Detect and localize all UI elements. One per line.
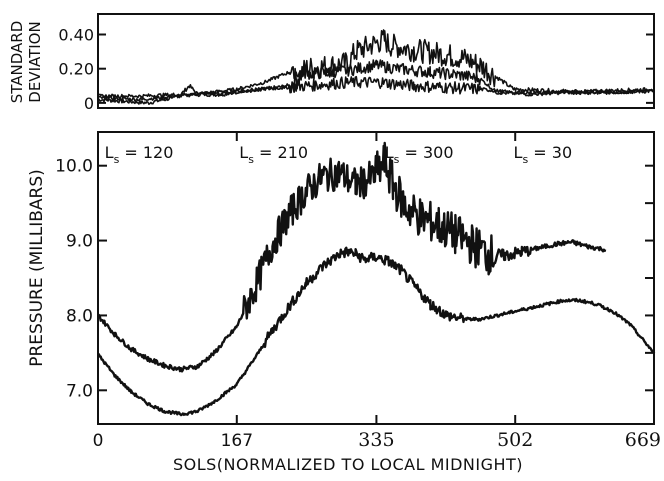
ls-annotation: Ls = 120 [105, 143, 174, 166]
pressure-series-line [97, 246, 656, 417]
pressure-x-tick-label: 167 [221, 431, 253, 451]
std-dev-ylabel-line-2: DEVIATION [26, 21, 44, 102]
ls-annotation: Ls = 30 [514, 143, 573, 166]
std-dev-plot-frame [97, 13, 655, 109]
pressure-y-ticks: 10.0 9.0 8.0 7.0 [55, 157, 654, 401]
std-dev-panel: STANDARD DEVIATION 0.40 0.20 0 [8, 13, 655, 113]
pressure-series-line [97, 141, 607, 373]
std-dev-series [97, 29, 655, 105]
pressure-x-tick-label: 502 [497, 429, 533, 451]
std-dev-y-tick-label: 0.20 [58, 60, 94, 79]
pressure-xlabel: SOLS(NORMALIZED TO LOCAL MIDNIGHT) [173, 455, 523, 474]
pressure-ylabel: PRESSURE (MILLIBARS) [27, 169, 47, 367]
pressure-x-tick-label: 669 [625, 429, 661, 451]
ls-annotation: Ls = 300 [385, 143, 454, 166]
ls-annotation: Ls = 210 [239, 143, 308, 166]
std-dev-ylabel-line-1: STANDARD [8, 21, 26, 104]
std-dev-y-ticks: 0.40 0.20 0 [58, 26, 654, 113]
pressure-panel: PRESSURE (MILLIBARS) 10.0 9.0 8.0 7.0 0 167 3… [27, 131, 661, 474]
pressure-x-tick-label: 0 [93, 431, 104, 451]
pressure-y-tick-label: 7.0 [66, 381, 93, 401]
ls-annotations: Ls = 120 Ls = 210 Ls = 300 Ls = 30 [105, 143, 572, 166]
std-dev-series-line [98, 75, 655, 99]
pressure-series [97, 141, 656, 417]
pressure-y-tick-label: 10.0 [55, 157, 93, 177]
std-dev-y-tick-label: 0.40 [58, 26, 94, 45]
pressure-x-ticks: 0 167 335 502 669 [93, 132, 661, 451]
pressure-y-tick-label: 8.0 [66, 306, 93, 326]
pressure-x-tick-label: 335 [358, 429, 394, 451]
std-dev-series-line [97, 29, 655, 105]
std-dev-y-tick-label: 0 [84, 94, 94, 113]
pressure-y-tick-label: 9.0 [66, 232, 93, 252]
